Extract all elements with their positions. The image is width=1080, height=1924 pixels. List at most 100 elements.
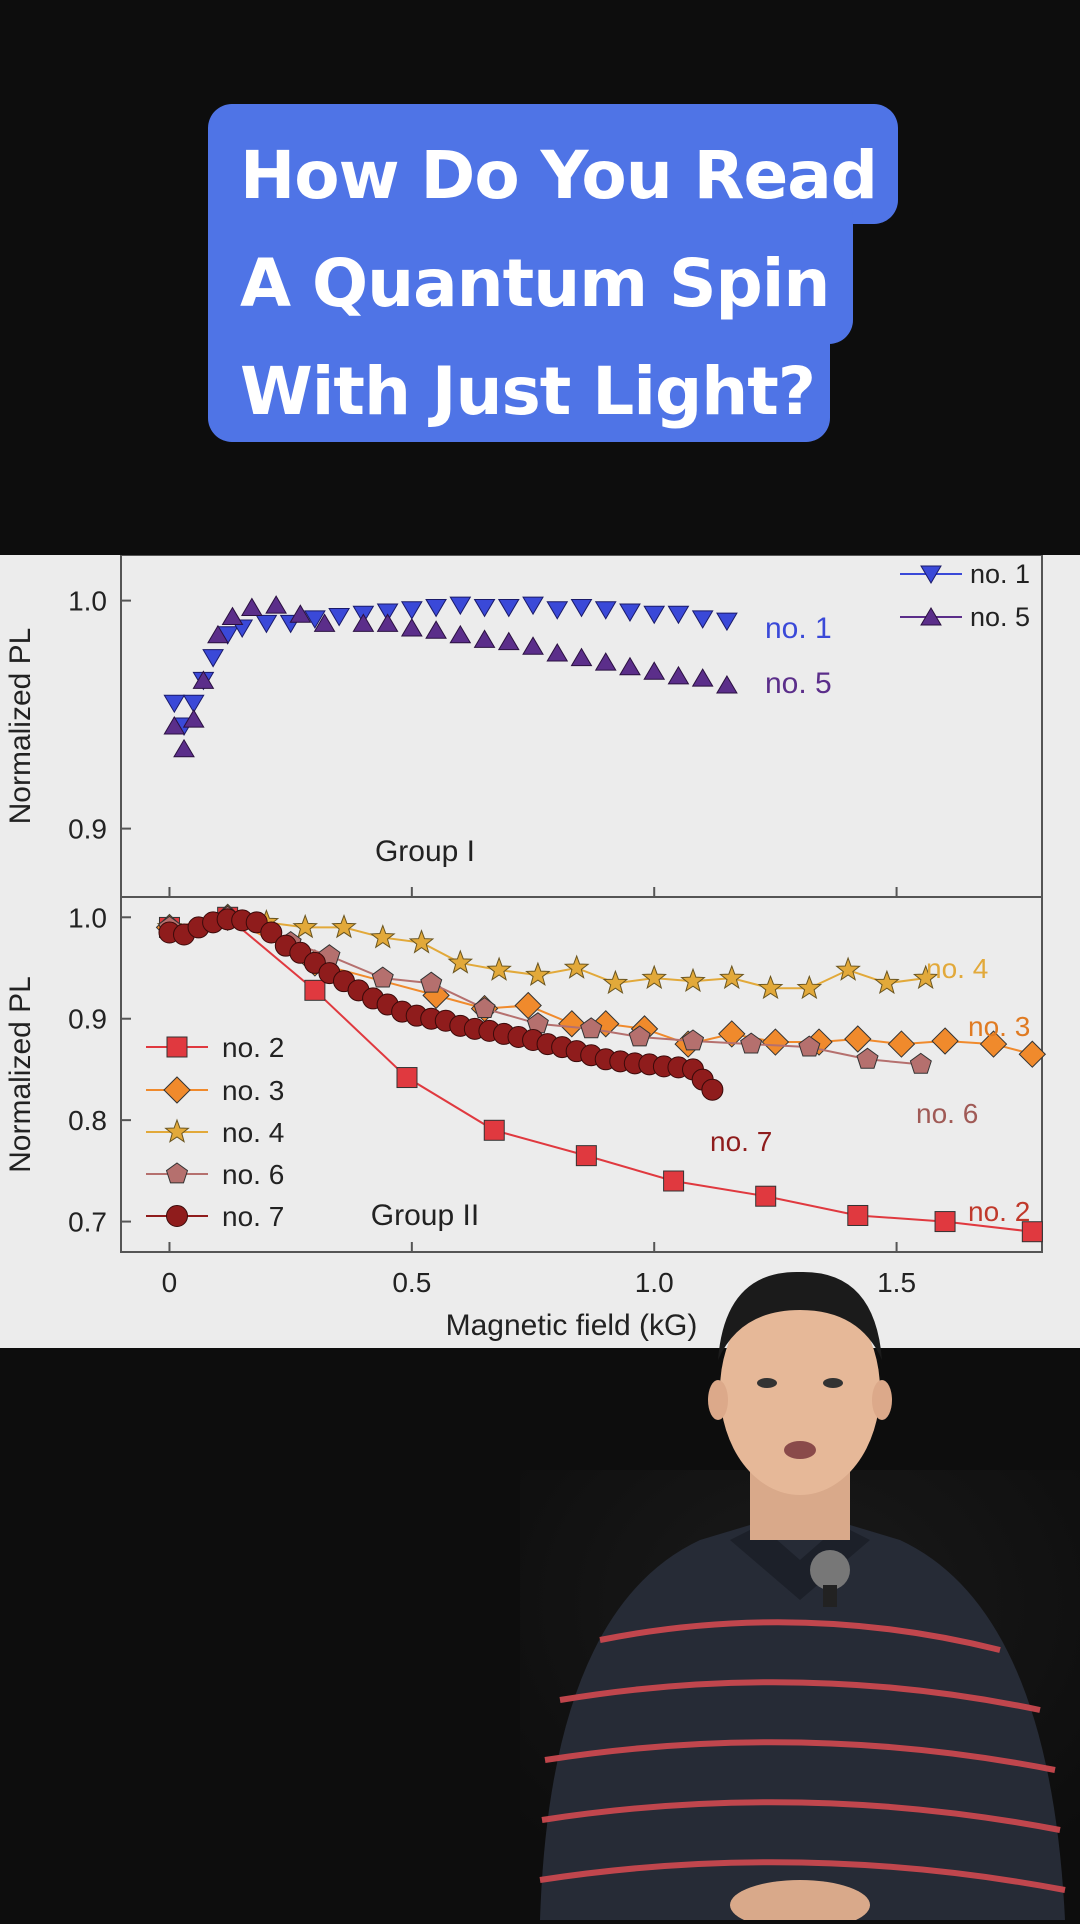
y-axis-label: Normalized PL: [4, 976, 37, 1173]
data-point: [473, 996, 496, 1018]
chart-svg: 0.9 1.0 Normalized PL Group I 0.7 0.8 0.9 1.0 0 0…: [4, 555, 1047, 1342]
presenter-video: [520, 1240, 1080, 1924]
series-label: no. 3: [968, 1011, 1030, 1042]
data-point: [400, 601, 423, 620]
data-point: [563, 954, 590, 979]
title-line-2: A Quantum Spin: [240, 245, 830, 322]
data-point: [912, 964, 939, 990]
microphone: [810, 1550, 850, 1590]
data-point: [182, 694, 205, 714]
research-figure: 0.9 1.0 Normalized PL Group I 0.7 0.8 0.9 1.0 0 0…: [0, 555, 1080, 1348]
data-point: [522, 636, 544, 655]
data-point: [376, 603, 399, 622]
legend-label: no. 3: [222, 1075, 284, 1106]
title-text: How Do You Read A Quantum Spin With Just…: [240, 122, 878, 446]
data-point: [522, 596, 544, 616]
data-point: [847, 1204, 869, 1226]
data-point: [473, 629, 496, 648]
data-point: [449, 596, 472, 616]
data-point: [497, 598, 520, 618]
data-point: [740, 1032, 763, 1054]
data-point: [163, 716, 186, 735]
data-point: [619, 603, 641, 622]
y-tick-label: 0.8: [68, 1105, 107, 1136]
legend-marker: [920, 607, 942, 626]
data-point: [207, 624, 229, 644]
data-point: [331, 913, 357, 939]
data-point: [570, 598, 593, 618]
data-point: [525, 961, 551, 986]
data-point: [558, 1010, 586, 1038]
data-point: [757, 974, 784, 1000]
group-label: Group II: [371, 1199, 479, 1232]
data-point: [641, 964, 667, 990]
data-point: [667, 605, 690, 625]
data-point: [755, 1185, 777, 1207]
data-point: [934, 1211, 956, 1233]
x-tick-label: 0.5: [392, 1267, 431, 1298]
data-point: [255, 614, 278, 634]
data-point: [182, 709, 205, 728]
data-point: [292, 913, 318, 939]
data-point: [420, 971, 443, 993]
data-point: [486, 956, 512, 981]
data-point: [643, 661, 666, 680]
data-point: [619, 656, 641, 676]
presenter-face: [720, 1285, 880, 1495]
data-point: [400, 617, 423, 637]
series-label-no1: no. 1: [765, 612, 832, 645]
legend-marker: [166, 1205, 188, 1227]
data-point: [241, 597, 263, 616]
data-point: [663, 1170, 685, 1192]
data-point: [979, 1030, 1008, 1058]
data-point: [473, 598, 496, 618]
legend-label: no. 4: [222, 1117, 284, 1148]
legend-marker: [166, 1036, 188, 1058]
data-point: [716, 612, 738, 632]
legend-marker: [163, 1076, 191, 1104]
data-point: [602, 969, 629, 995]
legend-label: no. 2: [222, 1032, 284, 1063]
data-point: [718, 1020, 746, 1048]
y-tick-label: 1.0: [68, 586, 107, 617]
data-point: [221, 606, 244, 626]
title-card: How Do You Read A Quantum Spin With Just…: [208, 104, 898, 442]
data-point: [719, 964, 745, 990]
title-line-1: How Do You Read: [240, 137, 878, 214]
data-point: [313, 613, 336, 632]
data-point: [761, 1028, 790, 1056]
series-line: [169, 916, 1033, 1233]
data-point: [352, 613, 375, 632]
data-point: [202, 649, 224, 668]
plot-frame: [120, 555, 1043, 1253]
legend-label: no. 6: [222, 1159, 284, 1190]
data-point: [835, 956, 861, 981]
data-point: [328, 608, 351, 627]
data-point: [681, 1029, 705, 1051]
series-label: no. 2: [968, 1196, 1030, 1227]
data-point: [680, 967, 706, 993]
y-tick-label: 0.9: [68, 1004, 107, 1035]
title-line-3: With Just Light?: [240, 353, 816, 430]
data-point: [931, 1027, 959, 1055]
presenter-shirt: [540, 1510, 1065, 1920]
data-point: [874, 969, 900, 995]
data-point: [909, 1052, 932, 1074]
data-point: [1021, 1221, 1043, 1243]
data-point: [173, 738, 195, 758]
data-point: [304, 610, 326, 629]
data-point: [575, 1145, 597, 1167]
data-point: [691, 610, 714, 629]
data-point: [701, 1078, 724, 1101]
legend-label: no. 7: [222, 1201, 284, 1232]
x-tick-label: 1.0: [635, 1267, 674, 1298]
legend-label: no. 5: [970, 602, 1030, 632]
data-point: [594, 601, 617, 620]
data-point: [449, 624, 472, 644]
y-tick-label: 1.0: [68, 902, 107, 933]
data-point: [260, 921, 283, 944]
data-point: [408, 929, 435, 954]
x-axis-label: Magnetic field (kG): [446, 1309, 698, 1342]
data-point: [289, 604, 312, 623]
series-label-no5: no. 5: [765, 667, 832, 700]
